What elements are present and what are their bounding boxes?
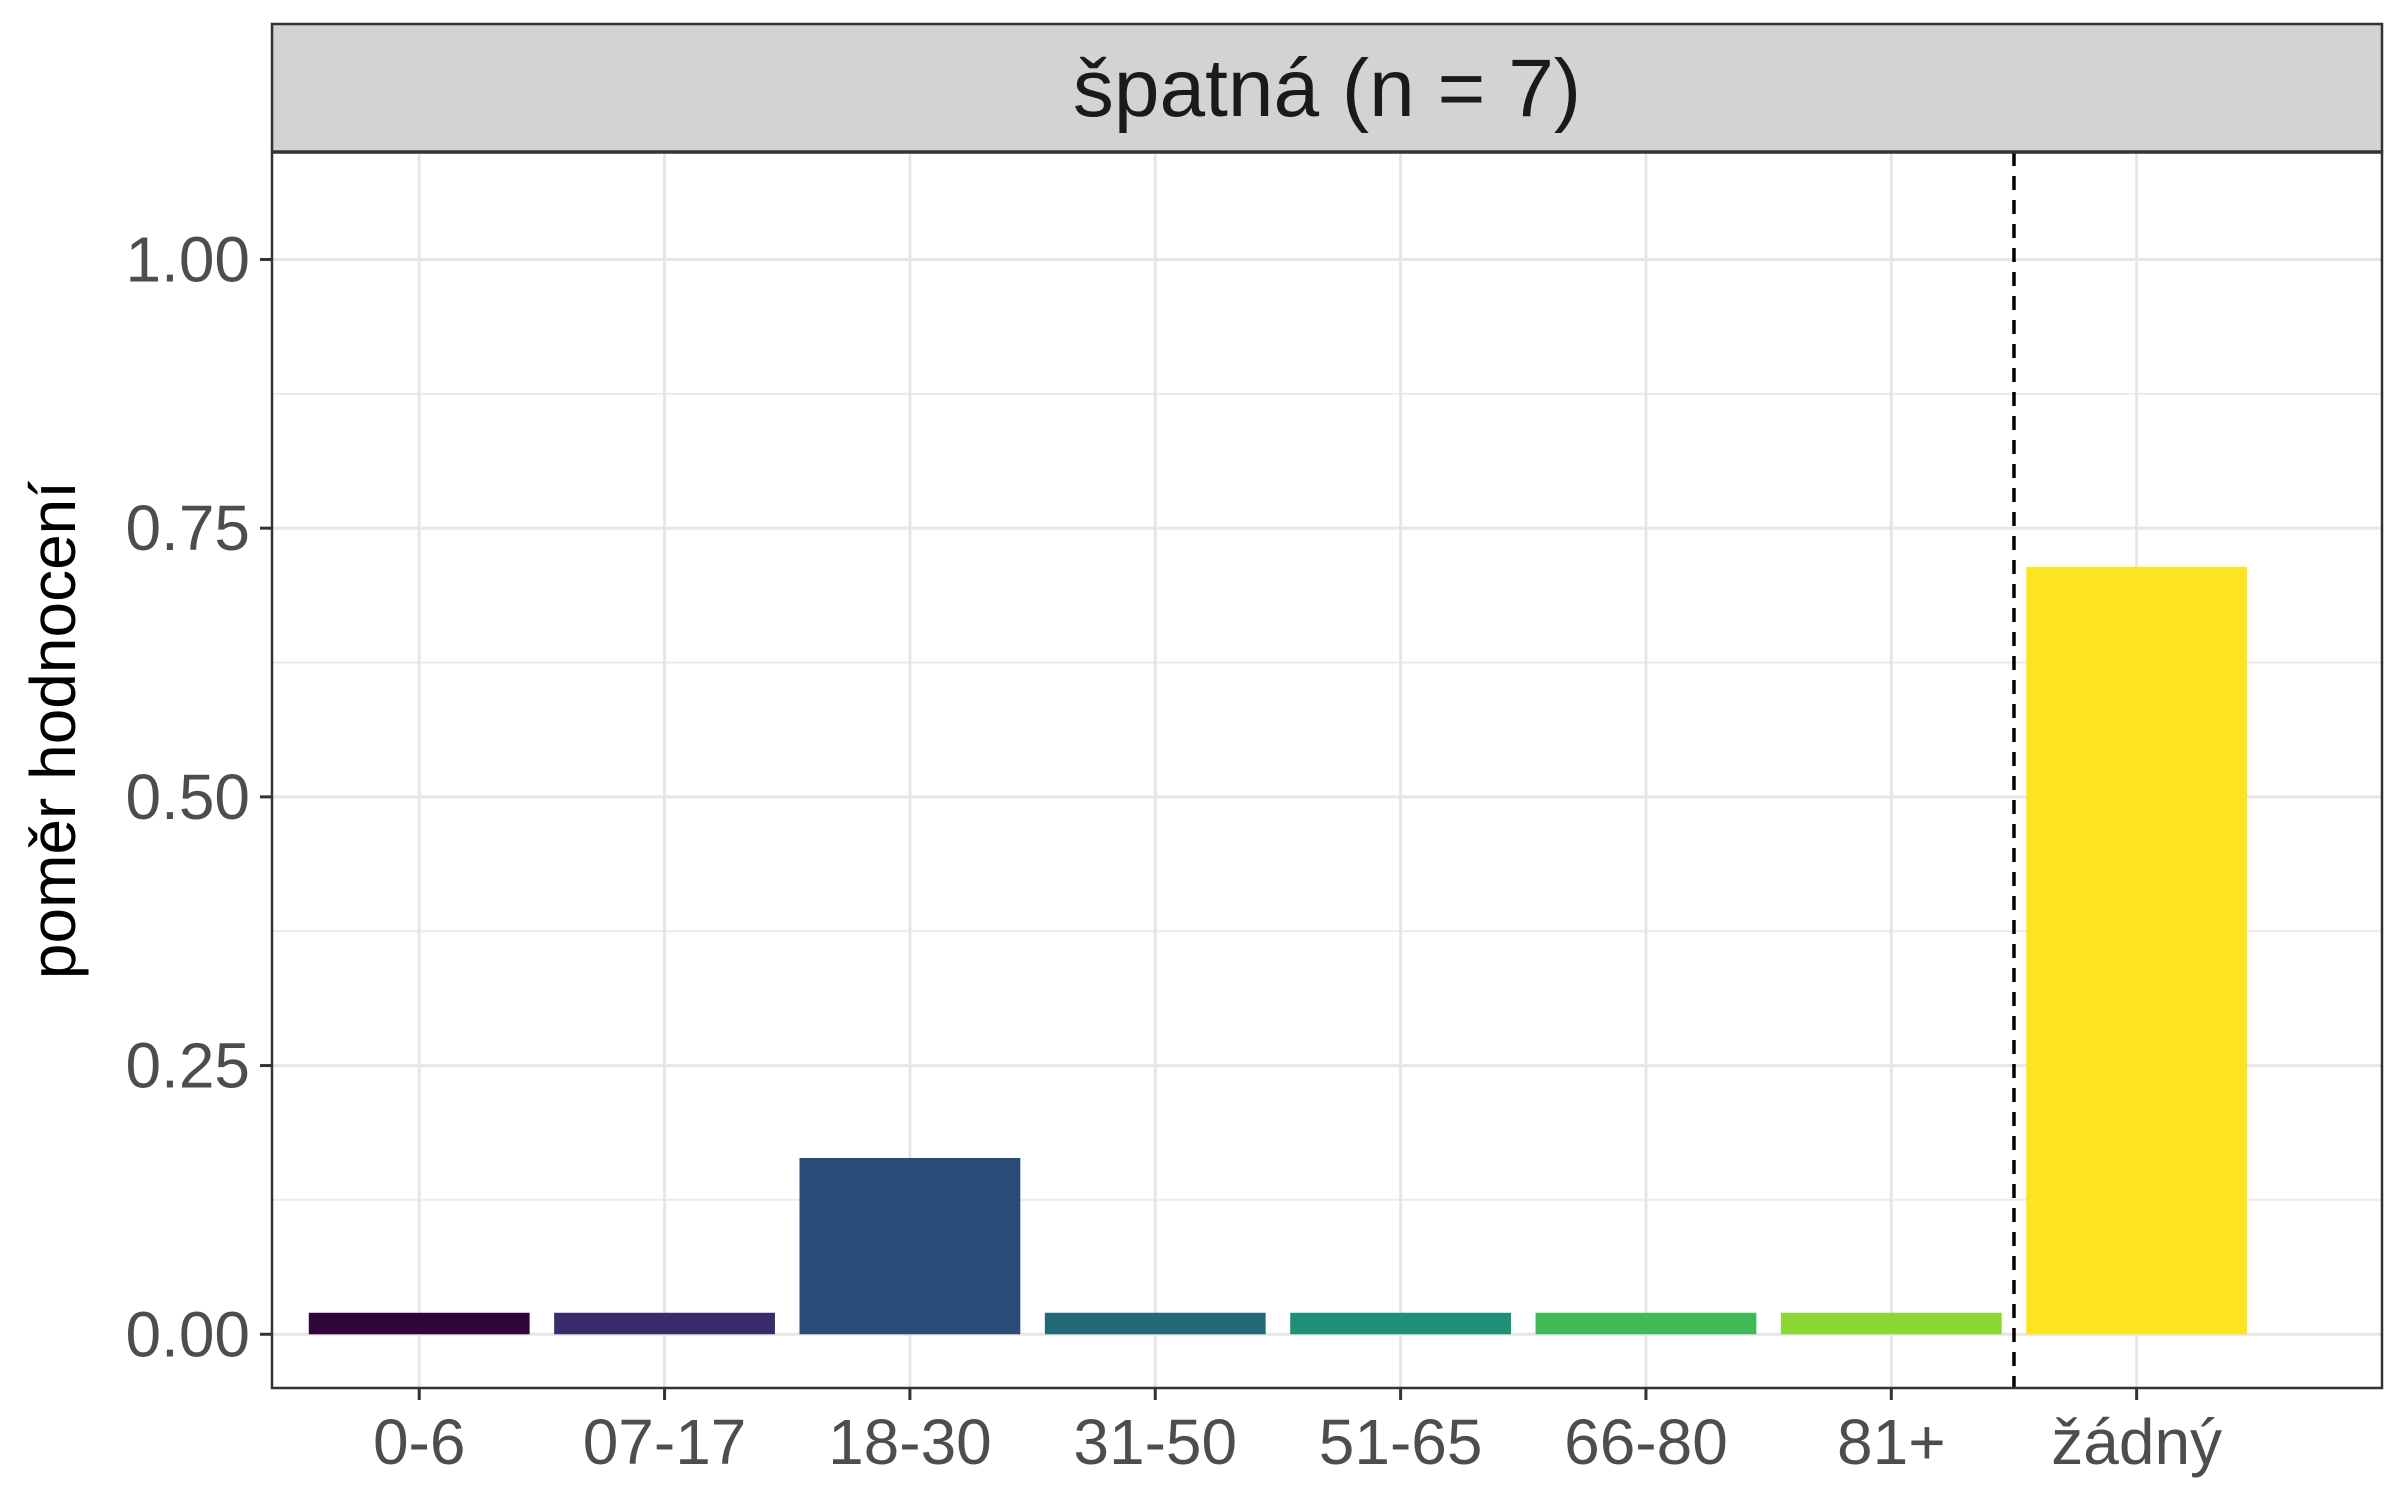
facet-strip: špatná (n = 7) [270, 22, 2384, 154]
y-axis: 0.00 0.25 0.50 0.75 1.00 [125, 223, 272, 1370]
bar-18-30 [799, 1157, 1021, 1335]
y-tick-label: 0.75 [125, 492, 250, 564]
bar-81+ [1780, 1312, 2002, 1335]
y-tick-label: 0.00 [125, 1298, 250, 1370]
x-tick-label: 0-6 [373, 1406, 466, 1478]
x-tick-label: 66-80 [1564, 1406, 1728, 1478]
bar-0-6 [308, 1312, 530, 1335]
y-tick-label: 0.50 [125, 761, 250, 833]
x-axis: 0-6 07-17 18-30 31-50 51-65 66-80 81+ žádný [373, 1388, 2222, 1478]
bar-07-17 [554, 1312, 775, 1335]
y-tick-label: 0.25 [125, 1030, 250, 1102]
x-tick-label: 51-65 [1319, 1406, 1483, 1478]
bar-žádný [2026, 566, 2248, 1335]
x-tick-label: 81+ [1837, 1406, 1946, 1478]
facet-title: špatná (n = 7) [1073, 43, 1581, 134]
y-tick-label: 1.00 [125, 223, 250, 295]
x-tick-label: 07-17 [583, 1406, 747, 1478]
bar-66-80 [1535, 1312, 1757, 1335]
bar-51-65 [1290, 1312, 1512, 1335]
facet-strip-background [270, 22, 2384, 154]
x-tick-label: 31-50 [1073, 1406, 1237, 1478]
x-tick-label: žádný [2051, 1406, 2222, 1478]
x-tick-label: 18-30 [828, 1406, 992, 1478]
bars [308, 566, 2248, 1335]
y-axis-title: poměr hodnocení [17, 481, 89, 979]
bar-31-50 [1044, 1312, 1266, 1335]
